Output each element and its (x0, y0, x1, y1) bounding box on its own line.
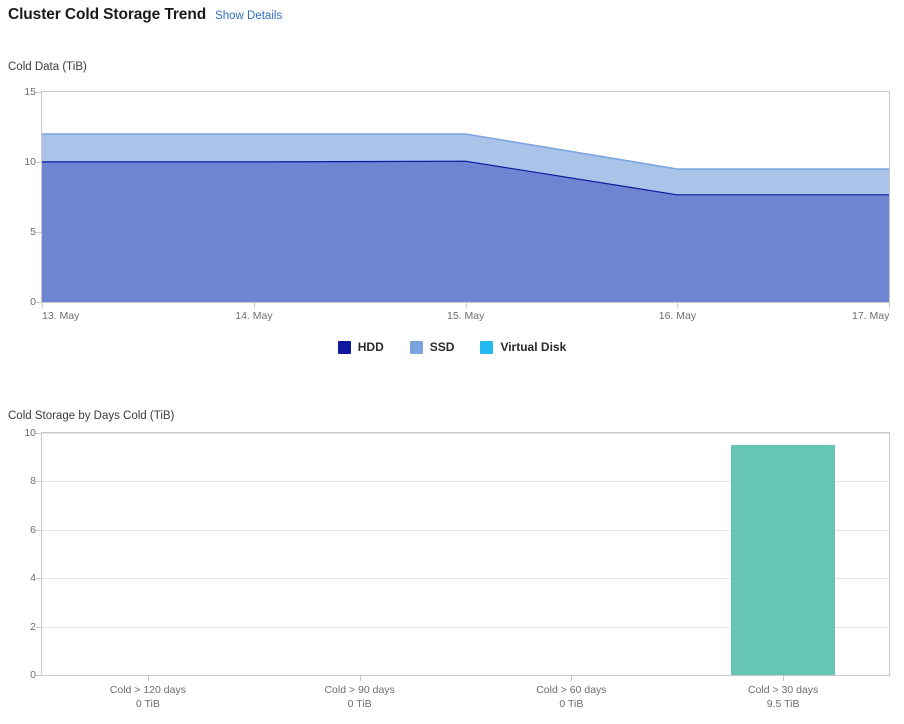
bar-chart-xtick-mark (360, 676, 361, 681)
bar-chart-ytick-4: 4 (30, 572, 36, 585)
bar-category-label-2: Cold > 60 days 0 TiB (481, 683, 661, 711)
bar-chart-title: Cold Storage by Days Cold (TiB) (8, 410, 175, 422)
bar-chart-ytick-mark (36, 627, 41, 628)
area-band-hdd (42, 160, 889, 302)
bar-chart-gridline (42, 627, 889, 628)
show-details-link[interactable]: Show Details (215, 10, 283, 22)
area-chart-ytick-mark (36, 232, 41, 233)
bar-category-label-3: Cold > 30 days 9.5 TiB (693, 683, 873, 711)
bar-chart-ytick-0: 0 (30, 669, 36, 681)
bar-category-label-0: Cold > 120 days 0 TiB (58, 683, 238, 711)
area-chart-xtick-4: 17. May (852, 310, 890, 322)
area-chart-xtick-mark (466, 303, 467, 308)
bar-chart-ytick-mark (36, 433, 41, 434)
area-chart-xtick-3: 16. May (658, 310, 697, 322)
area-chart-ytick-5: 5 (30, 226, 36, 238)
bar-category-value: 0 TiB (347, 698, 372, 710)
legend-swatch-icon (480, 340, 494, 354)
page-title: Cluster Cold Storage Trend (8, 6, 207, 23)
bar-category-name: Cold > 60 days (536, 684, 607, 696)
area-chart-ytick-mark (36, 92, 41, 93)
area-band-ssd (42, 134, 889, 195)
area-chart-ytick-15: 15 (24, 86, 36, 98)
bar-chart-ytick-mark (36, 578, 41, 579)
legend-swatch-icon (409, 340, 423, 354)
bar-chart-ytick-2: 2 (30, 620, 36, 633)
area-line-ssd (42, 133, 889, 170)
legend-item-label: HDD (357, 340, 384, 354)
bar-chart-ytick-mark (36, 530, 41, 531)
bar-category-name: Cold > 120 days (109, 684, 186, 696)
area-chart-legend: HDD SSD Virtual Disk (0, 338, 904, 356)
bar-category-value: 9.5 TiB (766, 698, 800, 710)
page-header: Cluster Cold Storage Trend Show Details (8, 6, 282, 24)
area-chart-xtick-1: 14. May (235, 310, 273, 322)
area-chart-xtick-0: 13. May (42, 310, 80, 322)
area-chart-ytick-0: 0 (30, 296, 36, 308)
area-chart-ytick-mark (36, 302, 41, 303)
bar-chart-ytick-mark (36, 675, 41, 676)
area-chart-ytick-10: 10 (24, 156, 36, 168)
bar-category-name: Cold > 30 days (747, 684, 819, 696)
bar-3[interactable] (731, 445, 836, 675)
area-chart-ytick-mark (36, 162, 41, 163)
area-chart-xtick-mark (42, 303, 43, 308)
area-chart-svg (42, 133, 889, 302)
legend-item-ssd[interactable]: SSD (409, 340, 455, 354)
bar-chart-xtick-mark (148, 676, 149, 681)
bar-category-value: 0 TiB (135, 698, 160, 710)
bar-chart-xtick-mark (783, 676, 784, 681)
bar-chart-ytick-8: 8 (30, 475, 36, 488)
bar-chart-gridline (42, 530, 889, 531)
area-chart-xtick-2: 15. May (447, 310, 485, 322)
area-chart-title: Cold Data (TiB) (8, 61, 87, 73)
bar-chart-xtick-mark (571, 676, 572, 681)
bar-chart-gridline (42, 578, 889, 579)
bar-chart-gridline (42, 433, 889, 434)
area-chart-xtick-mark (677, 303, 678, 308)
bar-category-value: 0 TiB (559, 698, 584, 710)
legend-swatch-icon (337, 340, 351, 354)
area-chart-xtick-mark (254, 303, 255, 308)
bar-chart-ytick-10: 10 (24, 427, 36, 439)
area-chart-plot (41, 91, 890, 303)
legend-item-hdd[interactable]: HDD (337, 340, 384, 354)
bar-chart-gridline (42, 481, 889, 482)
legend-item-label: Virtual Disk (500, 340, 567, 354)
bar-category-label-1: Cold > 90 days 0 TiB (270, 683, 450, 711)
bar-chart-ytick-mark (36, 481, 41, 482)
area-chart-xtick-mark (889, 303, 890, 308)
bar-chart-plot (41, 432, 890, 676)
bar-chart-ytick-6: 6 (30, 523, 36, 536)
bar-category-name: Cold > 90 days (324, 684, 395, 696)
legend-item-virtual-disk[interactable]: Virtual Disk (480, 340, 566, 354)
legend-item-label: SSD (429, 340, 455, 354)
